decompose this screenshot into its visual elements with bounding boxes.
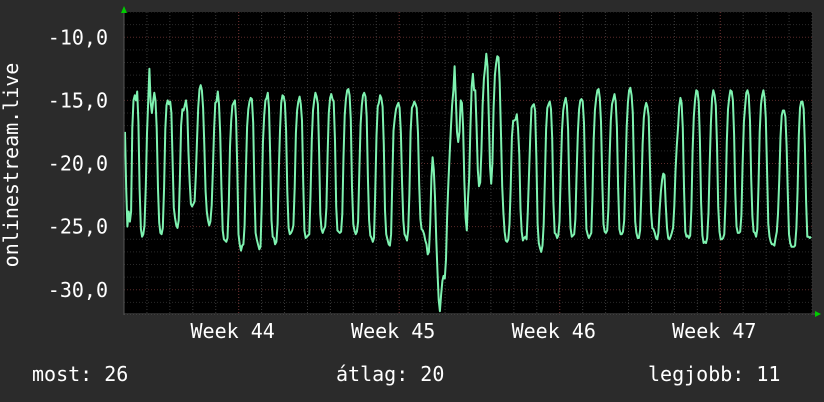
series-line <box>124 52 812 313</box>
x-tick-label: Week 46 <box>512 319 596 343</box>
y-axis-arrow-icon <box>121 6 127 13</box>
line-chart: -10,0 -15,0 -20,0 -25,0 -30,0 Week 44 Week 45… <box>0 6 821 343</box>
y-tick-label: -30,0 <box>48 278 108 302</box>
x-axis-ticks: Week 44 Week 45 Week 46 Week 47 <box>191 319 757 343</box>
x-tick-label: Week 45 <box>351 319 435 343</box>
x-axis-arrow-icon <box>815 311 821 317</box>
y-tick-label: -10,0 <box>48 25 108 49</box>
y-axis-ticks: -10,0 -15,0 -20,0 -25,0 -30,0 <box>48 25 108 302</box>
y-tick-label: -15,0 <box>48 88 108 112</box>
x-tick-label: Week 44 <box>191 319 275 343</box>
stat-average: átlag: 20 <box>336 362 445 386</box>
stat-current: most: 26 <box>32 362 129 386</box>
x-tick-label: Week 47 <box>672 319 756 343</box>
y-tick-label: -25,0 <box>48 215 108 239</box>
stats-bar: most: 26 átlag: 20 legjobb: 11 <box>0 360 824 390</box>
y-axis-label: onlinestream.live <box>0 63 23 268</box>
y-tick-label: -20,0 <box>48 152 108 176</box>
stat-best: legjobb: 11 <box>648 362 781 386</box>
